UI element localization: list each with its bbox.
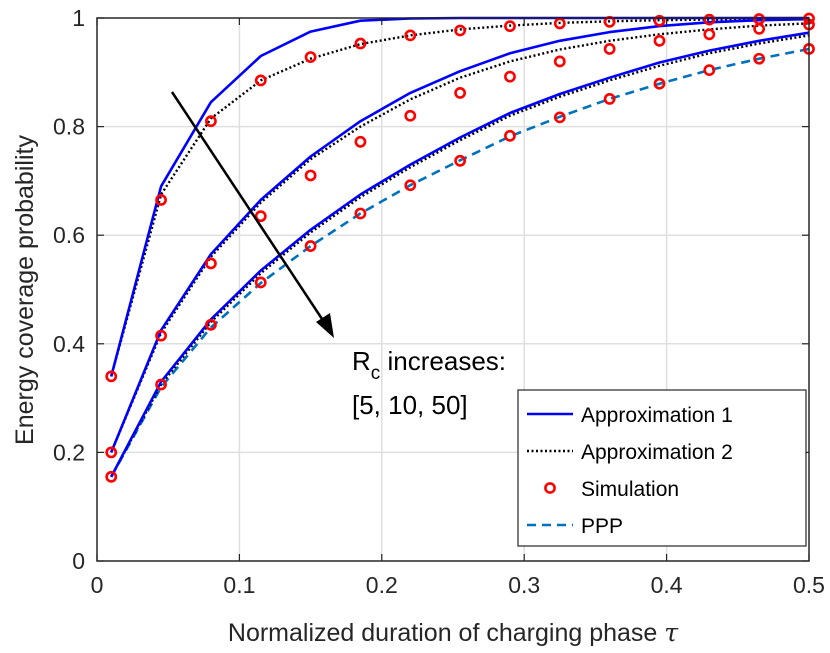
y-tick-label: 0.4	[53, 331, 85, 357]
simulation-marker	[504, 70, 516, 83]
simulation-marker	[653, 77, 666, 90]
annotation-prefix: R	[352, 346, 371, 376]
simulation-marker	[254, 276, 267, 289]
simulation-marker	[105, 470, 118, 483]
simulation-marker	[254, 74, 267, 87]
simulation-marker	[653, 14, 666, 27]
legend: Approximation 1 Approximation 2 Simulation…	[517, 389, 807, 547]
ppp-line-1	[110, 47, 810, 478]
simulation-marker	[454, 87, 467, 99]
simulation-marker	[304, 169, 317, 182]
simulation-marker	[205, 318, 217, 331]
simulation-marker	[404, 29, 417, 42]
legend-label-approximation-2: Approximation 2	[581, 441, 733, 464]
simulation-marker	[504, 129, 516, 142]
simulation-marker	[304, 240, 317, 252]
simulation-marker	[603, 15, 616, 28]
simulation-marker	[404, 179, 417, 192]
approximation-2-line-2	[110, 22, 810, 453]
simulation-marker	[553, 111, 566, 124]
simulation-marker	[603, 43, 616, 55]
legend-label-approximation-1: Approximation 1	[581, 404, 733, 427]
simulation-marker	[205, 257, 217, 270]
plot-frame	[96, 17, 810, 562]
approximation-1-line-3	[110, 31, 810, 478]
simulation-marker	[603, 93, 616, 105]
simulation-marker	[105, 446, 118, 459]
simulation-marker	[105, 370, 118, 383]
simulation-marker	[753, 22, 766, 35]
x-tick-label: 0.1	[223, 572, 255, 598]
annotation-suffix: increases:	[380, 346, 506, 376]
simulation-marker	[205, 115, 217, 128]
simulation-marker	[155, 329, 167, 342]
x-axis-label-text: Normalized duration of charging phase	[228, 619, 657, 647]
x-tick-label: 0.5	[793, 572, 825, 598]
approximation-2-line-3	[110, 34, 810, 478]
approximation-2-line-1	[110, 17, 810, 377]
simulation-marker	[703, 28, 716, 41]
x-tick-label: 0.3	[508, 572, 540, 598]
legend-label-simulation: Simulation	[581, 478, 679, 501]
x-tick-label: 0.2	[366, 572, 398, 598]
simulation-marker	[553, 17, 566, 30]
simulation-marker	[703, 64, 716, 77]
simulation-marker	[155, 378, 167, 391]
y-tick-label: 0	[72, 548, 85, 574]
annotation-arrow	[170, 91, 334, 338]
annotation-line2: [5, 10, 50]	[352, 390, 468, 420]
simulation-marker	[404, 109, 417, 122]
approximation-1-line-2	[109, 17, 810, 453]
y-tick-label: 1	[72, 5, 85, 31]
annotation-line1: Rc increases:	[352, 346, 506, 384]
legend-box	[517, 389, 807, 547]
y-tick-label: 0.6	[53, 222, 85, 248]
y-tick-label: 0.8	[53, 114, 85, 140]
simulation-marker	[653, 34, 666, 47]
y-tick-label: 0.2	[53, 439, 85, 465]
simulation-marker	[454, 24, 467, 37]
x-tick-label: 0.4	[651, 572, 683, 598]
legend-label-ppp: PPP	[581, 515, 623, 538]
simulation-marker	[254, 210, 267, 223]
simulation-marker	[354, 207, 367, 220]
x-tick-label: 0	[91, 572, 104, 598]
axis-ticks: 0 0.1 0.2 0.3 0.4 0.5 0 0.2 0.4 0.6 0.8 1	[53, 5, 825, 598]
simulation-marker	[354, 135, 367, 148]
simulation-marker	[354, 37, 367, 50]
simulation-marker	[753, 52, 766, 65]
simulation-marker	[553, 55, 566, 68]
simulation-marker	[703, 13, 716, 26]
simulation-marker	[155, 194, 167, 206]
legend-swatch-simulation	[544, 482, 556, 494]
simulation-marker	[304, 51, 317, 63]
y-axis-label: Energy coverage probability	[11, 135, 39, 445]
x-axis-label-symbol: τ	[664, 618, 679, 647]
simulation-marker	[504, 20, 516, 33]
simulation-marker	[454, 154, 467, 167]
annotation-subscript: c	[371, 363, 381, 384]
x-axis-label: Normalized duration of charging phase τ	[228, 618, 679, 647]
